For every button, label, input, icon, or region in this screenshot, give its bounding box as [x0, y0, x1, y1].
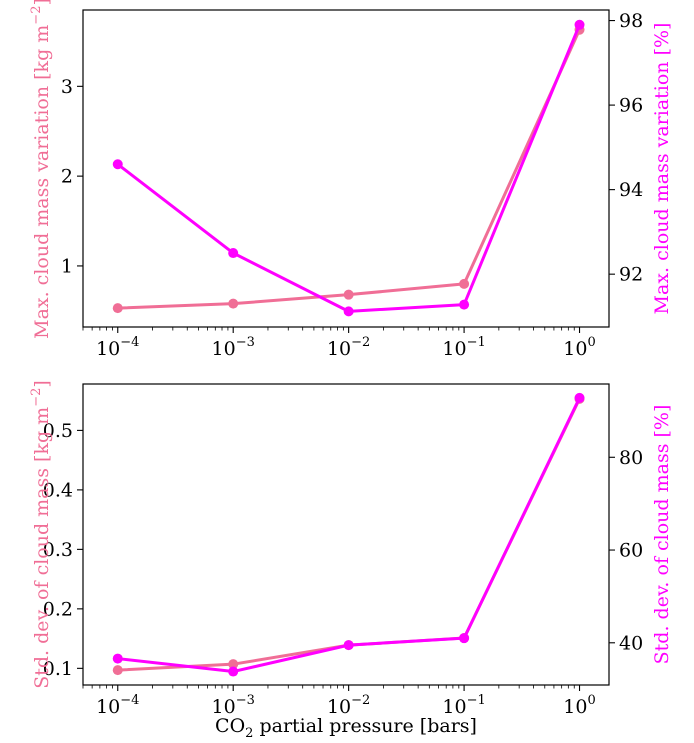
x-tick-label: 10−2 — [327, 335, 370, 360]
data-point-right — [343, 306, 354, 317]
y-left-tick-label: 0.4 — [43, 479, 73, 501]
y-left-tick-label: 0.1 — [43, 658, 73, 680]
x-tick-label: 10−3 — [212, 693, 255, 718]
y-left-tick-label: 0.3 — [43, 539, 73, 561]
data-point-left — [343, 289, 354, 300]
y-left-tick-label: 0.2 — [43, 598, 73, 620]
data-point-left — [459, 278, 470, 289]
data-point-right — [343, 640, 354, 651]
data-point-right — [112, 159, 123, 170]
data-point-right — [459, 633, 470, 644]
y-right-axis-label: Max. cloud mass variation [%] — [651, 23, 673, 315]
plot-frame — [82, 9, 610, 328]
y-right-tick-label: 40 — [619, 632, 643, 654]
data-point-right — [574, 392, 585, 403]
data-point-left — [228, 659, 239, 670]
y-right-tick-label: 94 — [619, 179, 643, 201]
y-right-tick-label: 92 — [619, 264, 643, 286]
chart-panel-bottom: 10−4 10−3 10−2 10−1 100 0.1 0.2 0.3 0.4 0.5 40 60 80… — [29, 380, 673, 741]
data-point-right — [574, 19, 585, 30]
x-tick-label: 10−1 — [442, 335, 485, 360]
series-line-right — [117, 397, 581, 674]
x-tick-label: 100 — [563, 335, 595, 360]
x-tick-label: 10−4 — [96, 335, 139, 360]
series-line-left — [117, 398, 581, 672]
series-line-left — [117, 29, 581, 310]
data-point-right — [112, 653, 123, 664]
x-tick-label: 10−4 — [96, 693, 139, 718]
y-right-tick-label: 60 — [619, 540, 643, 562]
plot-frame — [82, 383, 610, 686]
y-right-tick-label: 80 — [619, 447, 643, 469]
y-left-tick-label: 3 — [61, 76, 73, 98]
y-left-axis-label: Max. cloud mass variation [kg m−2] — [29, 0, 53, 339]
data-point-right — [459, 299, 470, 310]
data-point-left — [112, 303, 123, 314]
data-point-left — [112, 665, 123, 676]
x-tick-label: 10−1 — [442, 693, 485, 718]
y-left-tick-label: 0.5 — [43, 420, 73, 442]
data-point-right — [228, 248, 239, 259]
x-tick-label: 100 — [563, 693, 595, 718]
x-tick-label: 10−2 — [327, 693, 370, 718]
series-line-right — [116, 24, 581, 313]
x-tick-label: 10−3 — [212, 335, 255, 360]
y-left-axis-label: Std. dev. of cloud mass [kg m−2] — [29, 380, 53, 689]
data-point-right — [228, 666, 239, 677]
y-right-axis-label: Std. dev. of cloud mass [%] — [651, 405, 673, 665]
chart-panel-top: 10−4 10−3 10−2 10−1 100 1 2 3 92 94 96 98 Max. cloud… — [29, 0, 673, 360]
y-left-tick-label: 1 — [61, 255, 73, 277]
x-axis-label: CO2 partial pressure [bars] — [215, 715, 477, 741]
data-point-left — [228, 298, 239, 309]
y-left-tick-label: 2 — [61, 166, 73, 188]
y-right-tick-label: 96 — [619, 95, 643, 117]
y-right-tick-label: 98 — [619, 10, 643, 32]
